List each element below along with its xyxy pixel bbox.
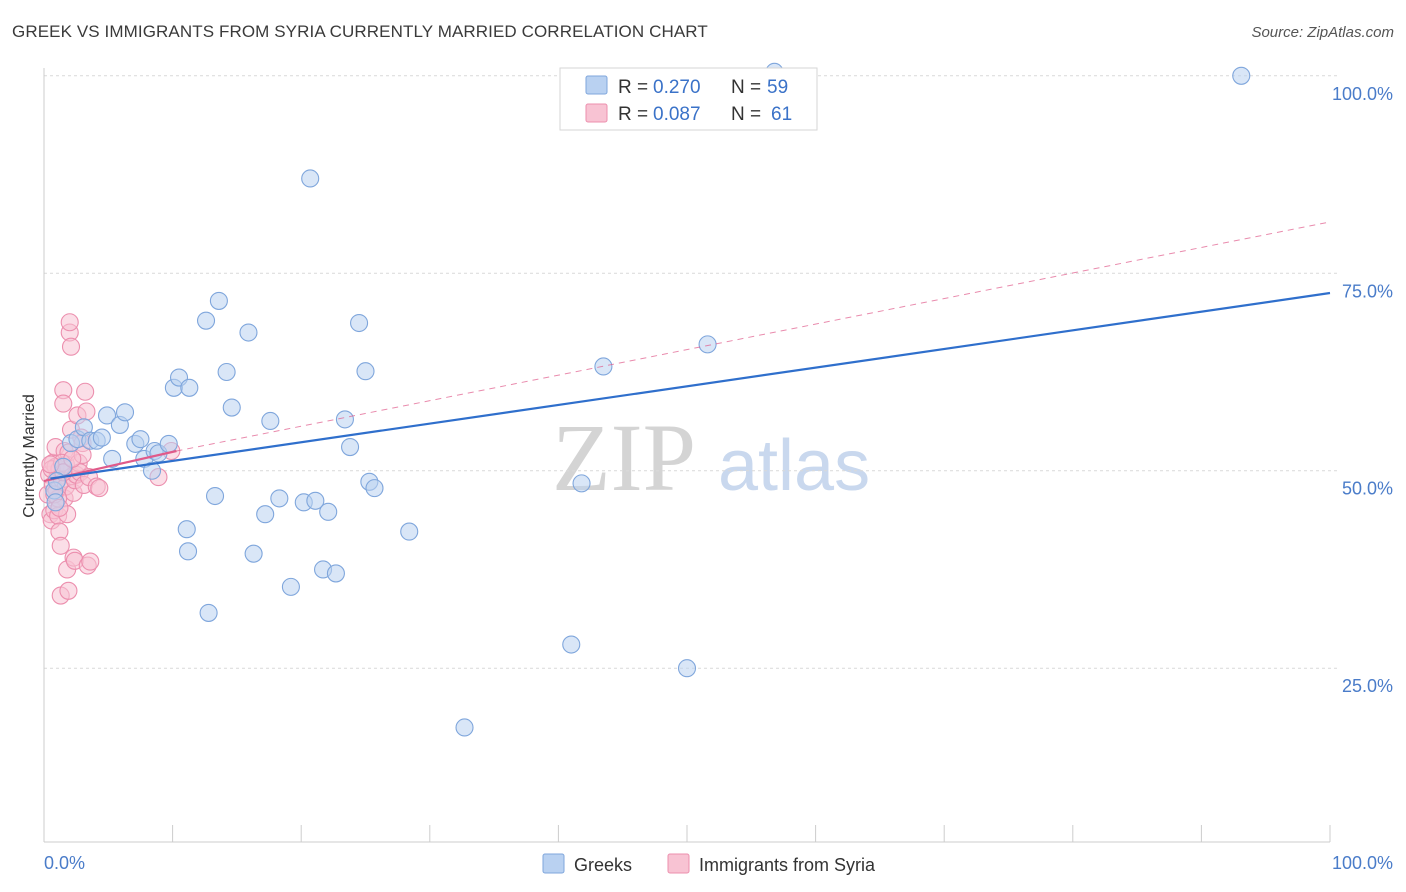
gridlines [44,75,1338,669]
bottom-legend-swatch-syria [667,853,690,874]
greeks-point [270,489,289,508]
syria-point [81,552,100,571]
greeks-point [131,430,150,449]
syria-point [54,394,73,413]
legend-swatch-greeks [585,75,608,95]
trend-lines [43,221,1331,483]
greeks-point [97,406,117,425]
greeks-point [199,603,218,622]
syria-trend-extension [176,221,1331,452]
greeks-point [335,410,354,429]
greeks-point [159,434,178,453]
greeks-point [256,505,275,524]
greeks-point [341,438,360,457]
legend-r-value-greeks: 0.270 [653,77,701,98]
greeks-point [594,357,613,376]
chart-title: GREEK VS IMMIGRANTS FROM SYRIA CURRENTLY… [12,22,708,41]
y-tick-label: 25.0% [1342,676,1393,696]
y-tick-label: 100.0% [1332,84,1393,104]
watermark: ZIP atlas [552,404,870,511]
greeks-point [698,335,717,354]
legend-r-label: R = [618,104,648,125]
syria-point [51,536,70,555]
greeks-point [217,362,236,382]
greeks-point [562,635,581,654]
greeks-point [356,362,375,381]
greeks-trend-line [50,291,1331,480]
syria-point [59,581,78,600]
greeks-point [365,479,384,498]
greeks-point [677,659,697,678]
greeks-point [103,449,122,468]
greeks-point [92,428,111,447]
y-axis-label: Currently Married [21,394,38,518]
greeks-point [209,291,228,310]
greeks-point [455,718,474,737]
syria-point [76,382,95,401]
greeks-point [46,493,65,512]
greeks-point [196,311,216,330]
greeks-point [1232,66,1251,85]
legend-n-value-greeks: 59 [767,77,788,98]
y-tick-label: 75.0% [1342,281,1393,301]
series-greeks-points [45,62,1251,737]
axes [43,68,1331,843]
x-tick-label: 100.0% [1332,853,1393,873]
legend-n-value-syria: 61 [771,104,792,125]
greeks-point [178,542,198,561]
x-tick-label: 0.0% [44,853,85,873]
bottom-legend-greeks: Greeks [574,855,632,875]
watermark-atlas: atlas [718,426,870,506]
syria-point [77,402,96,421]
legend-r-value-syria: 0.087 [653,104,701,125]
greeks-point [350,313,369,333]
greeks-point [115,403,135,422]
syria-point [90,479,109,498]
y-tick-labels: 25.0% 50.0% 75.0% 100.0% [1332,84,1393,696]
greeks-point [222,398,241,417]
greeks-point [306,491,325,510]
greeks-point [142,461,162,480]
bottom-legend: Greeks Immigrants from Syria [542,853,876,875]
greeks-point [261,411,280,431]
legend-swatch-syria [585,103,608,123]
watermark-zip: ZIP [552,404,696,511]
greeks-point [205,486,225,506]
legend-n-label: N = [731,77,761,98]
greeks-point [301,169,320,188]
greeks-point [319,502,338,521]
greeks-point [572,474,591,493]
greeks-point [281,577,300,596]
greeks-point [47,471,66,491]
bottom-legend-swatch-greeks [542,853,565,874]
greeks-point [326,564,345,583]
legend-r-label: R = [618,77,648,98]
greeks-point [177,520,196,539]
syria-point [61,337,81,356]
syria-point [60,313,79,332]
legend: R = 0.270 N = 59 R = 0.087 N = 61 [559,67,818,131]
y-tick-label: 50.0% [1342,479,1393,499]
source-label: Source: ZipAtlas.com [1251,24,1394,41]
legend-n-label: N = [731,104,761,125]
x-tick-labels: 0.0% 100.0% [44,853,1393,873]
greeks-point [239,323,258,342]
greeks-point [180,378,199,397]
greeks-point [244,544,263,563]
greeks-point [400,522,419,541]
bottom-legend-syria: Immigrants from Syria [699,855,876,875]
